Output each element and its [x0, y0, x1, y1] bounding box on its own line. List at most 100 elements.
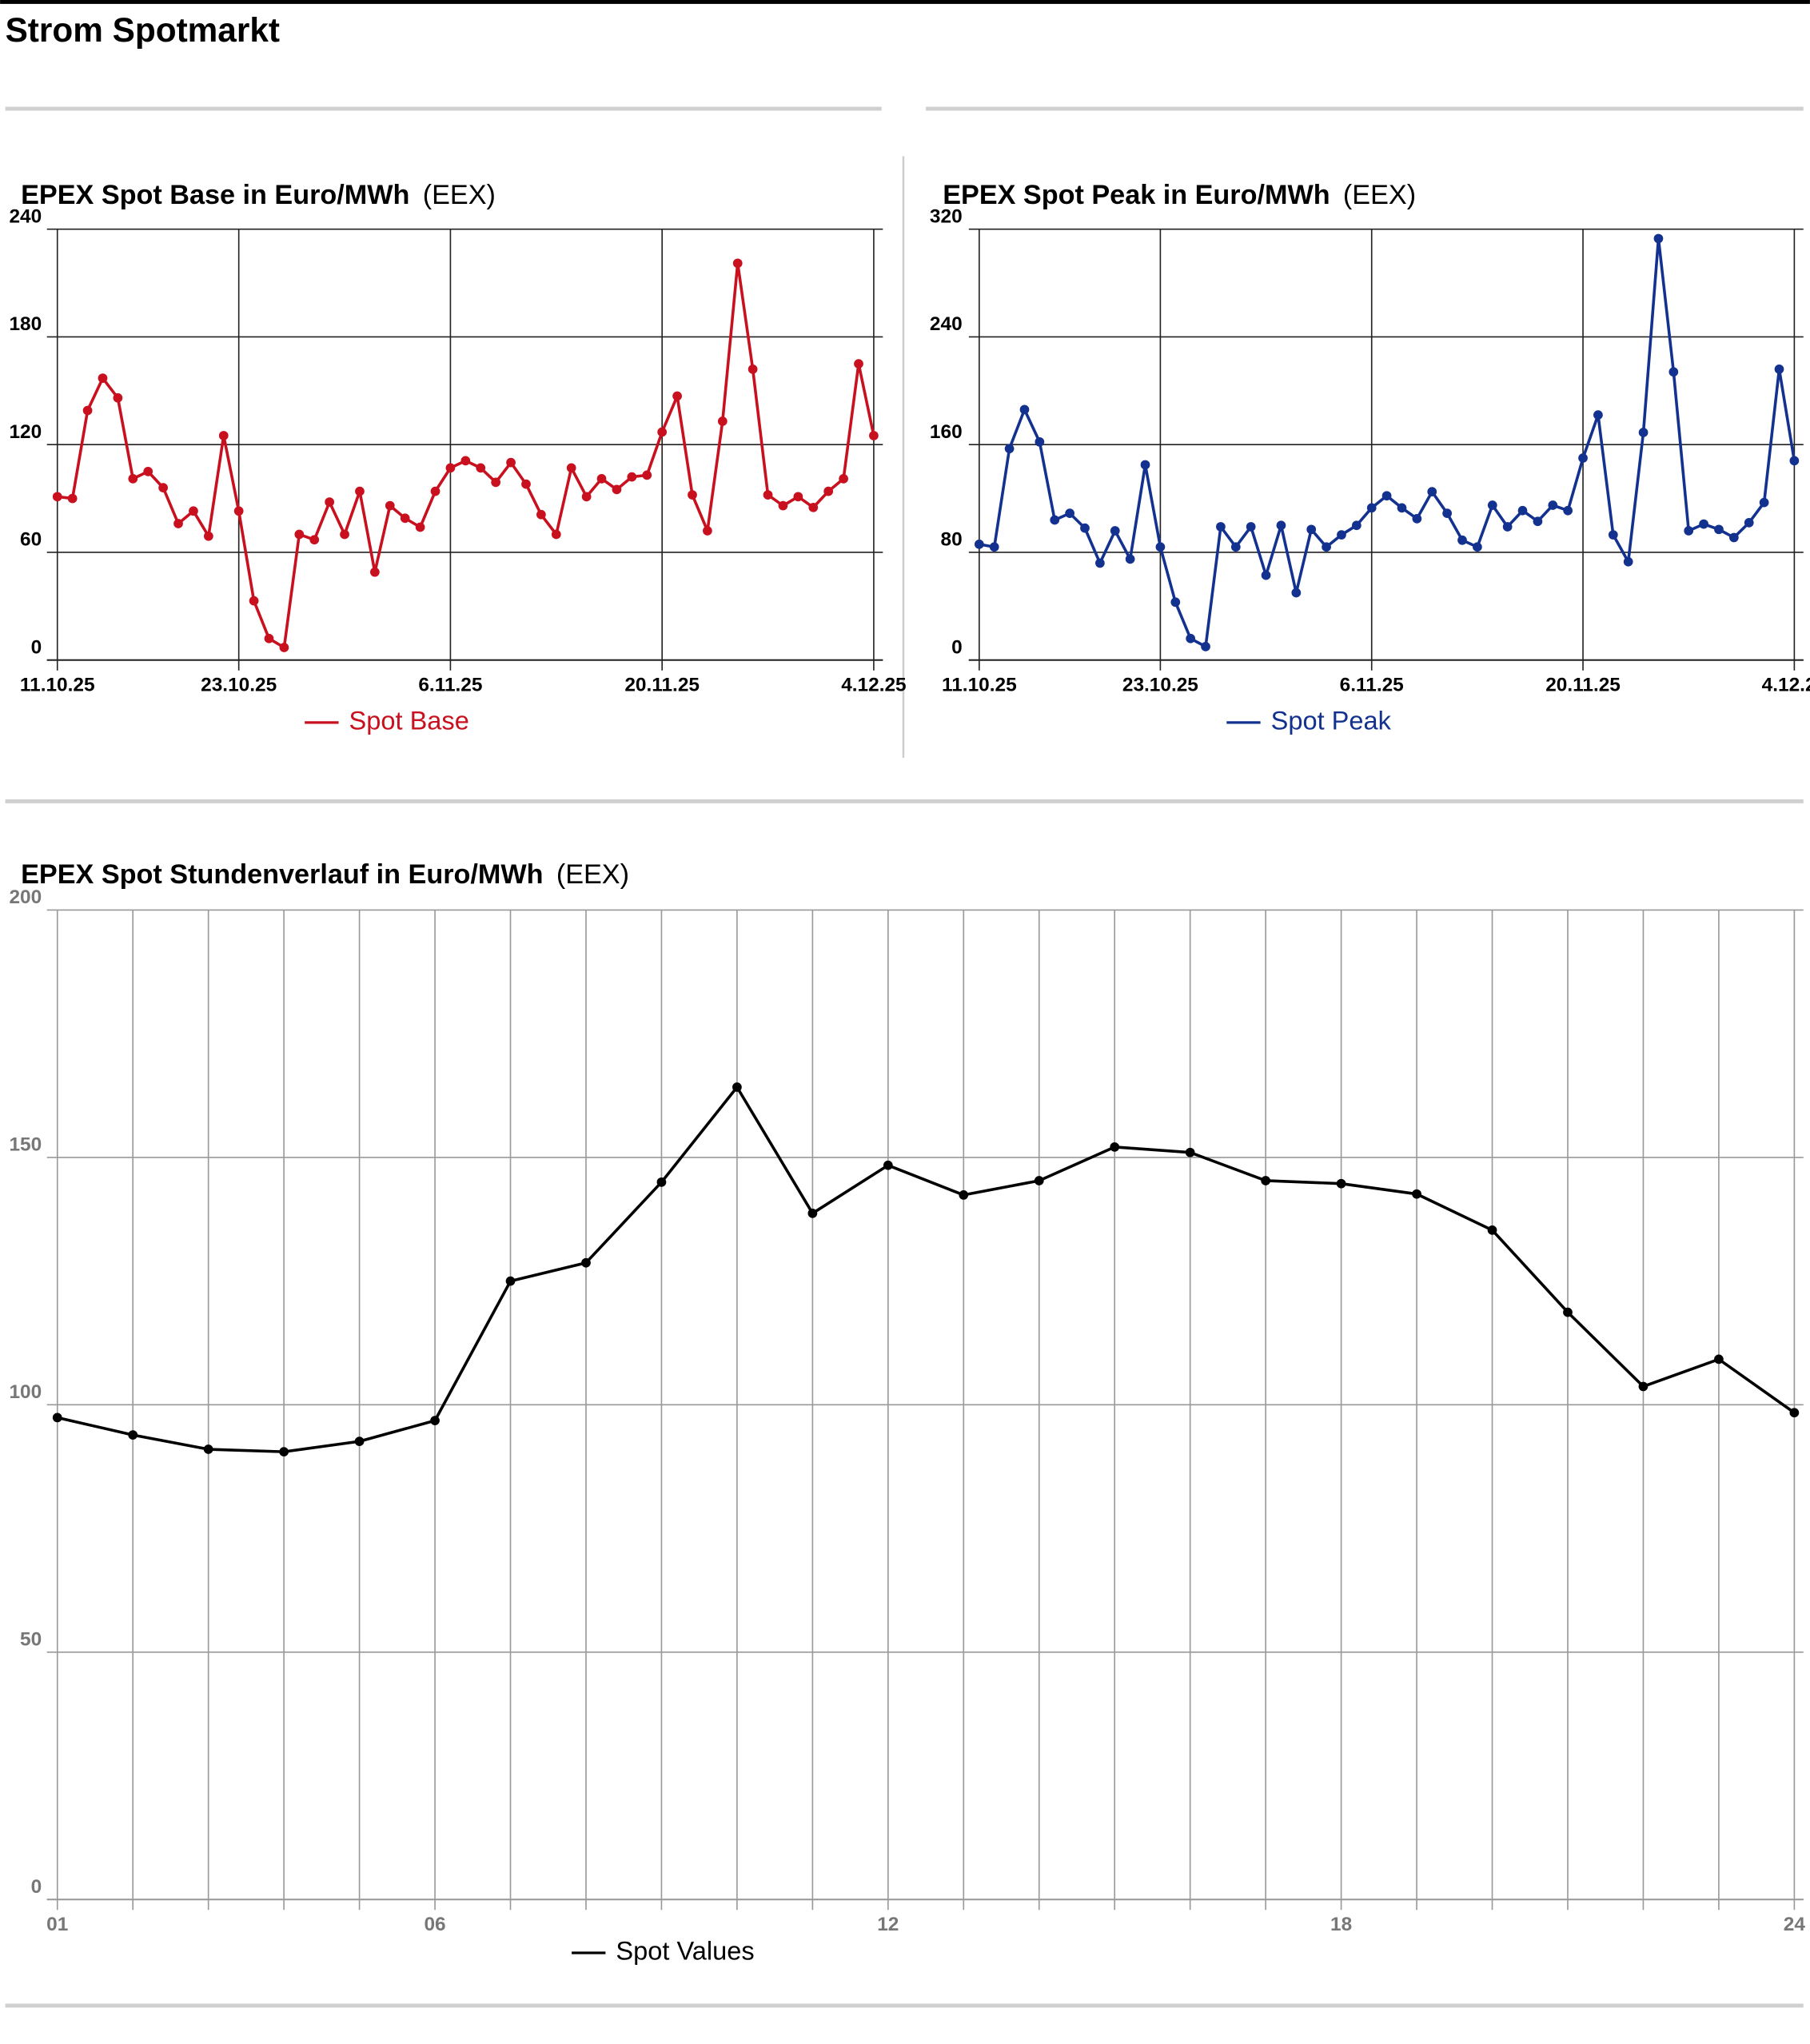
data-point — [1487, 500, 1497, 510]
x-tick-label: 6.11.25 — [418, 675, 482, 696]
y-tick-label: 60 — [20, 529, 42, 551]
data-point — [1728, 532, 1739, 543]
data-point — [279, 643, 289, 652]
separator — [926, 106, 1804, 111]
data-point — [1155, 542, 1166, 552]
data-point — [1110, 1142, 1120, 1152]
data-point — [369, 567, 380, 577]
data-point — [1276, 520, 1286, 531]
data-point — [1668, 367, 1679, 377]
data-point — [279, 1447, 289, 1456]
data-point — [1322, 542, 1331, 552]
data-point — [1457, 535, 1467, 545]
data-point — [1578, 453, 1588, 463]
data-point — [1080, 523, 1090, 533]
data-point — [52, 492, 62, 502]
y-tick-label: 120 — [9, 421, 42, 443]
data-point — [1789, 456, 1800, 466]
data-point — [1638, 428, 1649, 437]
data-point — [807, 1208, 818, 1218]
data-point — [1563, 505, 1573, 516]
data-point — [1336, 1178, 1346, 1189]
x-tick-label: 20.11.25 — [624, 675, 700, 696]
data-point — [52, 1412, 62, 1423]
chart-title: EPEX Spot Stundenverlauf in Euro/MWh (EEX… — [21, 859, 629, 890]
y-tick-label: 180 — [9, 313, 42, 335]
data-point — [1412, 513, 1422, 524]
legend-label: Spot Peak — [1271, 707, 1392, 735]
data-point — [1170, 597, 1181, 608]
y-tick-label: 200 — [9, 887, 42, 908]
data-point — [264, 633, 274, 643]
data-point — [763, 490, 773, 500]
data-point — [672, 391, 682, 401]
data-point — [1381, 491, 1392, 501]
data-point — [1427, 487, 1437, 497]
data-point — [400, 513, 410, 524]
data-point — [1487, 1225, 1497, 1235]
separator — [5, 2003, 1804, 2008]
series-line — [979, 237, 1796, 648]
data-point — [1517, 505, 1528, 516]
data-point — [1714, 1354, 1724, 1365]
separator — [5, 799, 1804, 803]
data-point — [98, 373, 108, 383]
data-point — [203, 531, 213, 541]
data-point — [82, 405, 93, 416]
data-point — [959, 1190, 969, 1200]
data-point — [1110, 526, 1120, 536]
data-point — [67, 493, 78, 504]
data-point — [1125, 554, 1135, 564]
data-point — [627, 472, 637, 482]
data-point — [808, 502, 819, 512]
data-point — [717, 416, 728, 426]
data-point — [1412, 1189, 1421, 1199]
data-point — [793, 492, 803, 502]
data-point — [1774, 364, 1784, 374]
x-tick-label: 23.10.25 — [1122, 675, 1198, 696]
data-point — [1533, 516, 1543, 527]
data-point — [1261, 570, 1271, 580]
data-point — [1261, 1176, 1271, 1185]
data-point — [1185, 1147, 1195, 1157]
data-point — [1035, 436, 1045, 447]
chart-title-main: EPEX Spot Peak in Euro/MWh — [943, 180, 1330, 210]
data-point — [1623, 556, 1633, 567]
data-point — [309, 535, 320, 545]
y-tick-label: 240 — [9, 205, 42, 227]
data-point — [732, 258, 743, 269]
legend-label: Spot Values — [616, 1937, 754, 1966]
data-point — [581, 1257, 591, 1268]
data-point — [612, 484, 622, 495]
data-point — [521, 479, 531, 489]
data-point — [1759, 497, 1769, 508]
data-point — [355, 486, 365, 496]
x-tick-label: 18 — [1330, 1914, 1352, 1935]
data-point — [1502, 522, 1513, 532]
y-tick-label: 0 — [31, 637, 42, 659]
data-point — [1050, 515, 1060, 525]
x-tick-label: 11.10.25 — [942, 675, 1017, 696]
legend-label: Spot Base — [349, 707, 469, 735]
data-point — [974, 539, 984, 549]
data-point — [385, 500, 395, 511]
y-tick-label: 50 — [20, 1629, 42, 1651]
top-rule — [0, 0, 1810, 4]
data-point — [128, 1430, 138, 1440]
data-point — [1306, 524, 1317, 535]
data-point — [1442, 508, 1452, 518]
data-point — [158, 483, 168, 492]
data-point — [1789, 1408, 1800, 1418]
data-point — [1095, 558, 1105, 568]
data-point — [1699, 519, 1708, 529]
chart-title: EPEX Spot Base in Euro/MWh (EEX) — [21, 180, 496, 210]
chart-title-main: EPEX Spot Base in Euro/MWh — [21, 180, 409, 210]
data-point — [581, 492, 592, 502]
data-point — [1246, 522, 1256, 532]
data-point — [189, 506, 198, 516]
data-point — [249, 596, 259, 606]
y-tick-label: 80 — [941, 529, 963, 551]
data-point — [1473, 542, 1482, 552]
data-point — [476, 463, 486, 473]
